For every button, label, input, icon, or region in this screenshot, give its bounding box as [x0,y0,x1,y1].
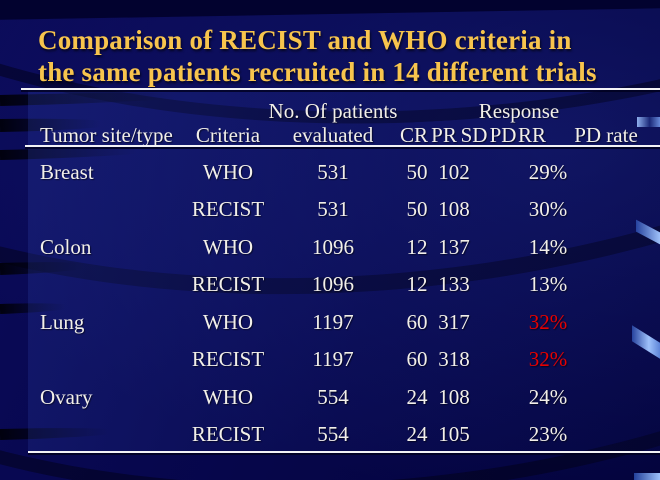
cell-cr: 12 [406,235,428,259]
table-row: RECIST 531 50 108 30% [0,194,660,224]
cell-rr: 30% [528,197,568,221]
table-column-header: Tumor site/type Criteria evaluated CR PR… [0,120,660,150]
cell-pr: 108 [438,385,470,409]
cell-criteria: RECIST [191,422,265,446]
table-panel [28,90,660,452]
col-header-rr: RR [517,123,546,147]
table-row: Colon WHO 1096 12 137 14% [0,232,660,262]
cell-tumor-site: Ovary [40,385,93,409]
cell-rr: 14% [528,235,568,259]
divider-under-title [21,88,660,90]
cell-pr: 105 [438,422,470,446]
title-line-2: the same patients recruited in 14 differ… [38,57,597,87]
cell-evaluated: 1096 [312,235,354,259]
table-row: Breast WHO 531 50 102 29% [0,157,660,187]
cell-evaluated: 554 [317,385,349,409]
col-header-pd-rate: PD rate [574,123,638,147]
table-group-header: No. Of patients Response [0,96,660,126]
col-header-evaluated: evaluated [292,123,374,147]
slide-title: Comparison of RECIST and WHO criteria in… [38,24,597,88]
cell-pr: 318 [438,347,470,371]
cell-criteria: RECIST [191,347,265,371]
cell-evaluated: 1197 [312,310,354,334]
col-header-pr: PR [431,123,457,147]
cell-tumor-site: Colon [40,235,92,259]
cell-cr: 50 [406,197,428,221]
cell-criteria: WHO [202,235,254,259]
cell-cr: 60 [406,310,428,334]
cell-tumor-site: Breast [40,160,94,184]
cell-cr: 24 [406,422,428,446]
cell-rr-highlighted: 32% [528,347,568,371]
cell-rr: 23% [528,422,568,446]
cell-pr: 317 [438,310,470,334]
col-header-tumor-site: Tumor site/type [40,123,173,147]
cell-evaluated: 1197 [312,347,354,371]
cell-pr: 102 [438,160,470,184]
col-header-pd: PD [489,123,517,147]
cell-rr: 13% [528,272,568,296]
group-header-patients: No. Of patients [268,99,398,123]
divider-under-header [25,145,660,147]
cell-pr: 133 [438,272,470,296]
cell-pr: 137 [438,235,470,259]
cell-cr: 24 [406,385,428,409]
table-row: Lung WHO 1197 60 317 32% [0,307,660,337]
cell-criteria: WHO [202,385,254,409]
cell-criteria: RECIST [191,197,265,221]
col-header-sd: SD [460,123,488,147]
decoration-bar-bottom-right [634,473,660,480]
table-row: RECIST 1197 60 318 32% [0,344,660,374]
cell-tumor-site: Lung [40,310,85,334]
cell-criteria: WHO [202,310,254,334]
title-line-1: Comparison of RECIST and WHO criteria in [38,25,572,55]
cell-cr: 12 [406,272,428,296]
cell-evaluated: 554 [317,422,349,446]
cell-evaluated: 531 [317,160,349,184]
cell-rr: 29% [528,160,568,184]
top-band-decoration [0,0,660,20]
divider-below-table [28,451,660,453]
cell-evaluated: 531 [317,197,349,221]
col-header-cr: CR [399,123,428,147]
group-header-response: Response [478,99,560,123]
cell-rr: 24% [528,385,568,409]
col-header-criteria: Criteria [195,123,261,147]
table-row: RECIST 554 24 105 23% [0,419,660,449]
cell-rr-highlighted: 32% [528,310,568,334]
cell-evaluated: 1096 [312,272,354,296]
table-row: Ovary WHO 554 24 108 24% [0,382,660,412]
cell-cr: 50 [406,160,428,184]
cell-criteria: RECIST [191,272,265,296]
table-row: RECIST 1096 12 133 13% [0,269,660,299]
cell-criteria: WHO [202,160,254,184]
cell-cr: 60 [406,347,428,371]
cell-pr: 108 [438,197,470,221]
